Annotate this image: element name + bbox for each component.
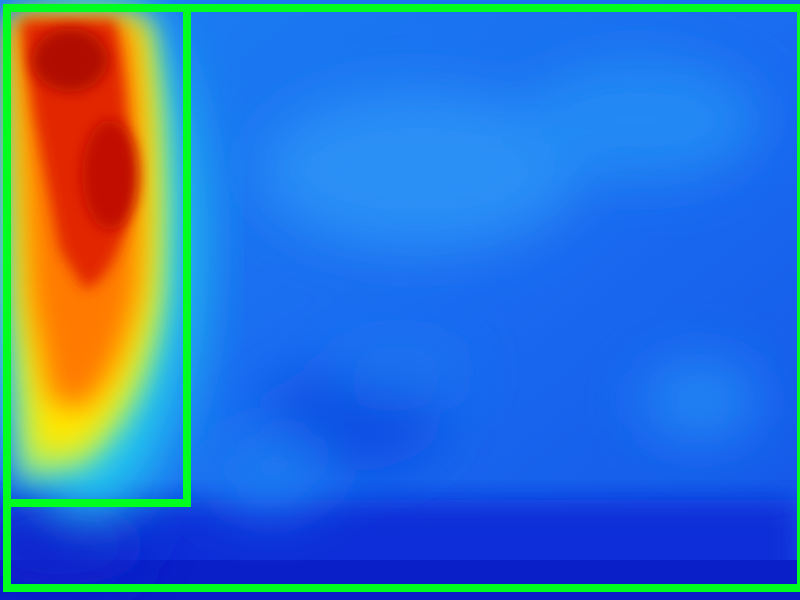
cool-patches [0,60,760,585]
hot-region [0,0,200,520]
